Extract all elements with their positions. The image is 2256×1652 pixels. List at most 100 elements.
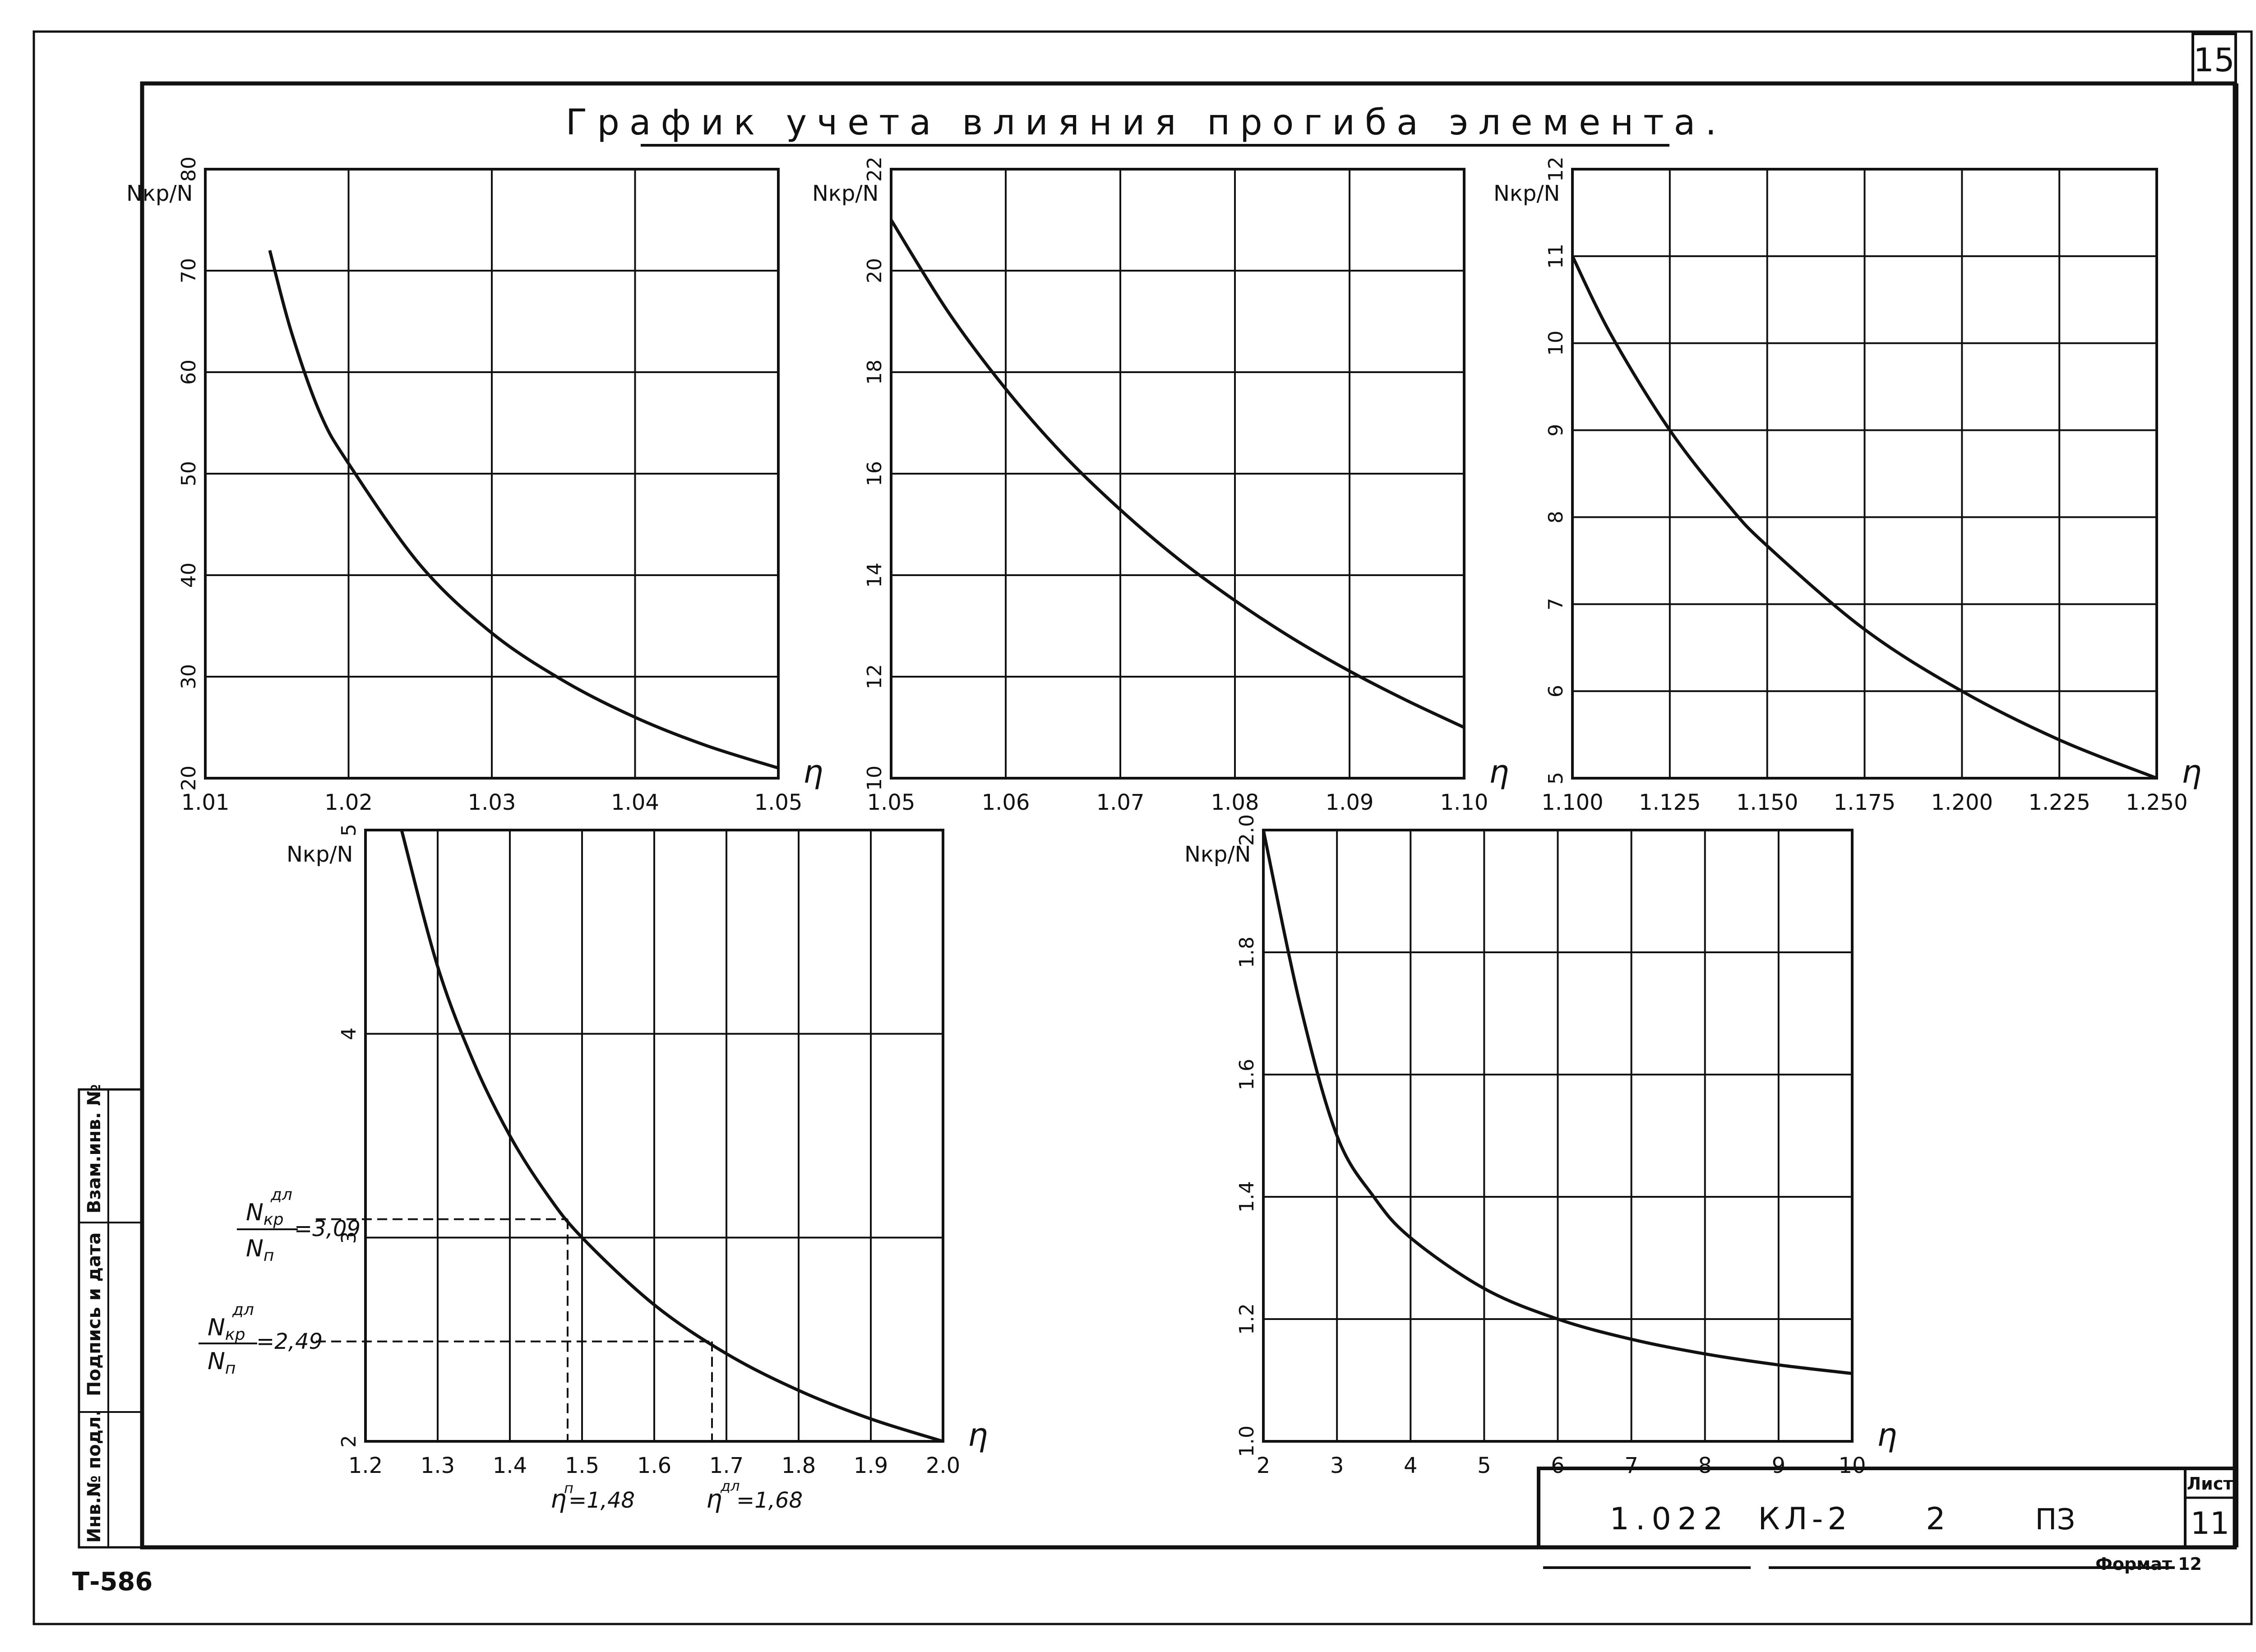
x-axis-label: η [1489,753,1509,790]
x-tick-label: 9 [1772,1453,1786,1478]
y-axis-label: Nкр/N [812,181,878,206]
sheet-outer-border [32,30,2253,1625]
annotation-eta-168: η дл =1,68 [706,1477,803,1514]
title-block-issue: 2 [1926,1501,1945,1537]
x-axis-label: η [1877,1417,1897,1454]
y-tick-label: 1.6 [1235,1059,1258,1090]
title-block-code: 1.022 [1610,1501,1729,1537]
y-tick-label: 1.4 [1235,1181,1258,1213]
y-tick-label: 1.2 [1235,1303,1258,1335]
side-stamp-vzam: Взам.инв. № [84,1084,105,1214]
series-curve [400,830,944,1443]
eta2-symbol: η [706,1485,722,1514]
x-tick-label: 10 [1838,1453,1866,1478]
y-tick-label: 4 [337,1028,361,1040]
x-tick-label: 2.0 [926,1453,960,1478]
y-tick-label: 12 [863,664,886,689]
x-tick-label: 1.175 [1834,790,1895,815]
y-axis-label: Nкр/N [1493,181,1560,206]
ratio1-numerator: Nкр [246,1199,284,1229]
chart-3: 1.100 1.125 1.150 1.175 1.200 1.225 1.250 5 6 7 8 9… [1493,157,2201,815]
eta1-sup: п [564,1480,573,1497]
x-tick-label: 1.2 [348,1453,383,1478]
side-stamp: Взам.инв. № Подпись и дата Инв.№ подл. [78,1084,143,1549]
x-tick-label: 1.03 [468,790,516,815]
series-curve [268,250,779,770]
sheet-inner-frame [140,81,2237,1550]
ratio2-numerator-sup: дл [232,1301,254,1319]
y-axis-label: Nкр/N [1184,842,1251,867]
x-tick-label: 1.10 [1440,790,1489,815]
eta2-sup: дл [720,1477,740,1495]
y-tick-label: 1.0 [1235,1426,1258,1457]
annotation-ratio-249: Nкр дл Nп =2,49 [199,1301,323,1378]
y-tick-label: 5 [337,824,361,836]
plot-frame [204,168,780,780]
y-tick-label: 9 [1544,424,1567,437]
y-tick-label: 5 [1544,772,1567,784]
ratio2-value: =2,49 [256,1329,323,1354]
y-tick-label: 60 [177,360,200,385]
y-tick-label: 22 [863,157,886,182]
x-tick-label: 1.150 [1736,790,1798,815]
x-tick-label: 1.225 [2028,790,2090,815]
x-tick-label: 1.01 [181,790,230,815]
x-tick-label: 1.07 [1096,790,1145,815]
y-tick-label: 6 [1544,685,1567,697]
plot-frame [364,829,944,1443]
annotation-ratio-309: Nкр дл Nп =3,09 [237,1186,361,1265]
title-block-sheet-label: Лист [2187,1474,2233,1494]
y-tick-label: 3 [337,1231,361,1244]
y-tick-label: 12 [1544,157,1567,182]
x-tick-label: 1.6 [637,1453,671,1478]
title-block-doctype: ПЗ [2035,1503,2075,1537]
eta1-symbol: η [550,1485,567,1514]
y-tick-label: 2 [337,1435,361,1448]
sheet-title: График учета влияния прогиба элемента. [566,102,1726,143]
plot-frame [890,168,1465,780]
x-axis-label: η [2182,753,2201,790]
y-tick-label: 2.0 [1235,814,1258,846]
eta2-value: =1,68 [736,1488,803,1513]
y-tick-label: 18 [863,360,886,385]
x-tick-label: 1.125 [1639,790,1701,815]
ratio1-value: =3,09 [294,1216,361,1241]
title-block: 1.022 КЛ-2 2 ПЗ Лист 11 [1537,1467,2237,1549]
plot-frame [1262,829,1854,1443]
series-curve [890,219,1465,729]
x-tick-label: 1.200 [1931,790,1993,815]
x-tick-label: 1.02 [324,790,373,815]
ratio2-numerator: Nкр [208,1314,245,1344]
page-number-box [2191,32,2237,85]
y-tick-label: 10 [1544,331,1567,356]
y-tick-label: 50 [177,461,200,486]
x-tick-label: 1.9 [854,1453,888,1478]
y-tick-label: 7 [1544,598,1567,610]
chart-2: 1.05 1.06 1.07 1.08 1.09 1.10 10 12 14 16 18 20 22Nк… [812,157,1509,815]
x-tick-label: 1.8 [781,1453,816,1478]
x-tick-label: 1.4 [493,1453,527,1478]
format-label: Формат 12 [2095,1554,2202,1574]
chart-4-annotated: 1.2 1.3 1.4 1.5 1.6 1.7 1.8 1.9 2.0 2 3 4 5 Nкр/N η [287,824,988,1478]
y-tick-label: 70 [177,258,200,283]
eta1-value: =1,48 [569,1488,635,1513]
x-tick-label: 1.08 [1211,790,1259,815]
y-axis-label: Nкр/N [126,181,193,206]
y-tick-label: 16 [863,461,886,486]
ratio1-numerator-sup: дл [270,1186,292,1204]
x-tick-label: 1.3 [421,1453,455,1478]
x-tick-label: 8 [1698,1453,1712,1478]
doc-code-left: Т-586 [72,1567,153,1597]
side-stamp-frame [78,1088,143,1549]
y-tick-label: 10 [863,766,886,791]
series-curve [1571,255,2158,780]
y-tick-label: 20 [863,258,886,283]
x-tick-label: 6 [1551,1453,1565,1478]
y-tick-label: 40 [177,563,200,588]
y-tick-label: 80 [177,157,200,182]
title-block-sheet-number: 11 [2191,1506,2230,1541]
side-stamp-podpis: Подпись и дата [84,1232,105,1396]
